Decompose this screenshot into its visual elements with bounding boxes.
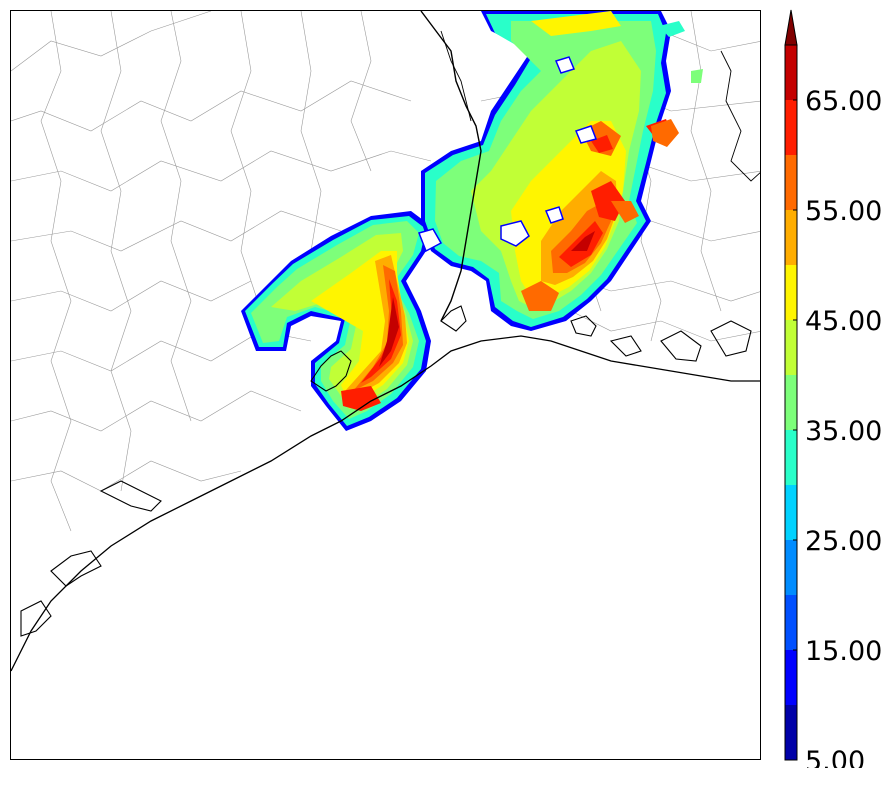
- colorbar-segment: [785, 45, 797, 100]
- coastline: [11, 335, 760, 672]
- reflectivity-field: [241, 11, 703, 431]
- rivers: [440, 30, 760, 182]
- colorbar-segment: [785, 430, 797, 485]
- colorbar-segment: [785, 540, 797, 595]
- colorbar-segment: [785, 210, 797, 265]
- colorbar-tick-label: 25.00: [805, 526, 882, 557]
- colorbar-extend-arrow: [784, 9, 798, 46]
- colorbar-segment: [785, 320, 797, 375]
- colorbar-segment: [785, 375, 797, 430]
- colorbar-segment: [785, 100, 797, 155]
- colorbar: 5.00 15.00 25.00 35.00 45.00 55.00 65.00: [784, 9, 882, 768]
- bays: [20, 305, 752, 637]
- colorbar-segment: [785, 155, 797, 210]
- state-border: [420, 11, 482, 322]
- colorbar-segment: [785, 650, 797, 705]
- colorbar-segment: [785, 705, 797, 760]
- colorbar-segment: [785, 595, 797, 650]
- map-panel: [10, 10, 761, 760]
- colorbar-segment: [785, 485, 797, 540]
- colorbar-tick-label: 5.00: [805, 746, 865, 768]
- colorbar-ticks: [793, 99, 797, 761]
- colorbar-tick-label: 45.00: [805, 306, 882, 337]
- colorbar-tick-label: 65.00: [805, 86, 882, 117]
- colorbar-tick-label: 15.00: [805, 636, 882, 667]
- colorbar-tick-label: 55.00: [805, 196, 882, 227]
- map-svg: [11, 11, 760, 672]
- colorbar-segments: [784, 9, 798, 761]
- colorbar-tick-label: 35.00: [805, 416, 882, 447]
- colorbar-outline: [784, 44, 798, 761]
- colorbar-segment: [785, 265, 797, 320]
- colorbar-labels: 5.00 15.00 25.00 35.00 45.00 55.00 65.00: [805, 86, 882, 768]
